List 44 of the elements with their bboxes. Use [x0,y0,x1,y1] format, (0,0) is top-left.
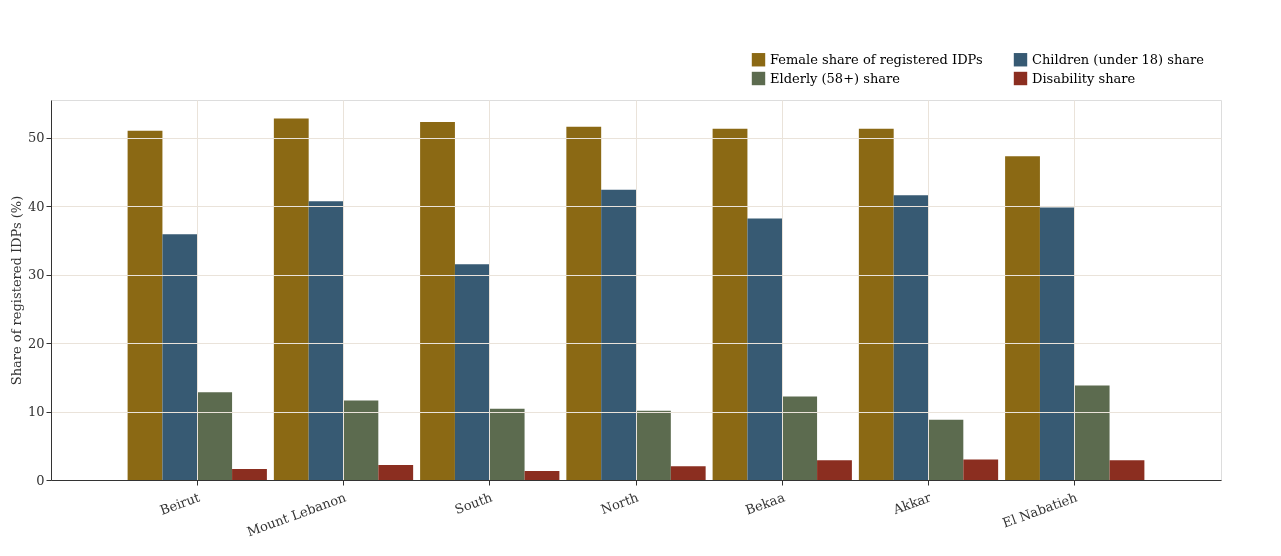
bar [489,408,525,480]
bar [273,118,309,480]
x-tick-label: Akkar [890,489,934,518]
legend-label: Elderly (58+) share [770,70,901,86]
bar [232,469,267,480]
y-tick-label: 0 [36,472,45,488]
bar [636,410,671,480]
bar [670,466,706,480]
legend-label: Female share of registered IDPs [770,51,983,67]
bar [308,201,344,480]
bar [782,396,818,480]
bar [197,392,233,480]
legend-label: Children (under 18) share [1032,51,1205,67]
y-tick-label: 10 [27,404,45,420]
bar [343,400,379,480]
bar [1074,385,1110,480]
x-tick-label: North [598,489,642,518]
bar [893,195,929,480]
bar [963,459,999,480]
bar [928,419,964,480]
bar [1109,460,1145,480]
y-axis-title: Share of registered IDPs (%) [8,195,24,386]
bar [712,128,748,480]
bar [454,264,490,480]
bar [817,460,852,480]
bar [1039,207,1075,480]
bar [566,126,602,480]
x-tick-label: Bekaa [743,489,787,518]
legend-label: Disability share [1032,70,1136,86]
bar [524,471,560,480]
y-tick-label: 40 [27,198,45,214]
bar [162,234,198,480]
bar [747,218,783,480]
y-tick-label: 50 [27,130,45,146]
bar [378,464,414,480]
bar [127,130,163,480]
bar [420,121,455,480]
y-tick-label: 20 [27,335,45,351]
x-tick-label: Beirut [157,489,203,518]
x-tick-label: South [452,489,495,517]
bar [601,189,636,480]
bar [1005,156,1040,480]
y-tick-label: 30 [27,267,45,283]
bar [858,128,894,480]
